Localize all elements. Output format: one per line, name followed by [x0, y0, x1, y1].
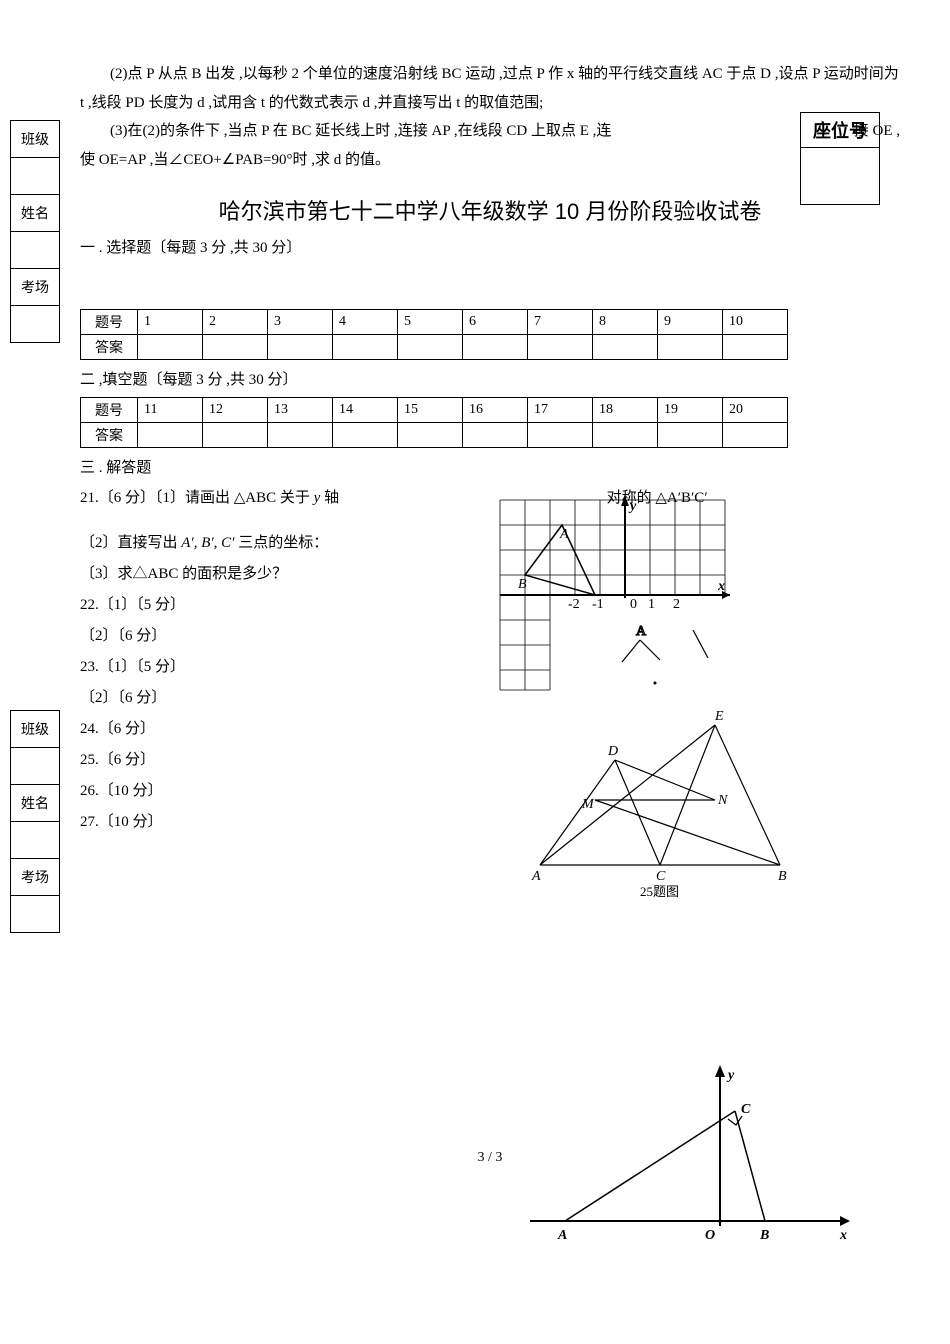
svg-text:A: A [531, 869, 541, 884]
svg-text:-2: -2 [568, 597, 580, 612]
side-room-blank [11, 306, 59, 342]
svg-text:C: C [656, 869, 666, 884]
svg-text:O: O [705, 1228, 715, 1243]
side-class-label: 班级 [11, 121, 59, 158]
problem-3-text-a: (3)在(2)的条件下 ,当点 P 在 BC 延长线上时 ,连接 AP ,在线段… [110, 123, 611, 139]
svg-text:E: E [714, 709, 724, 724]
seat-number-box: 座位号 [800, 112, 880, 205]
side-class-blank [11, 158, 59, 195]
section-1-heading: 一 . 选择题〔每题 3 分 ,共 30 分〕 [80, 236, 900, 257]
side-name-label-2: 姓名 [11, 785, 59, 822]
side-name-label: 姓名 [11, 195, 59, 232]
coordinate-figure: A B C O x y [520, 1051, 860, 1256]
svg-text:B: B [778, 869, 787, 884]
svg-text:A: A [557, 1228, 567, 1243]
svg-text:B: B [759, 1228, 769, 1243]
section-2-heading: 二 ,填空题〔每题 3 分 ,共 30 分〕 [80, 368, 900, 389]
svg-text:x: x [717, 579, 725, 594]
svg-text:C: C [741, 1102, 751, 1117]
side-info-box-1: 班级 姓名 考场 [10, 120, 60, 343]
y-axis: y [314, 490, 321, 506]
seat-number-blank [801, 148, 879, 204]
svg-text:x: x [839, 1228, 847, 1243]
svg-text:M: M [581, 797, 595, 812]
seat-number-label: 座位号 [801, 113, 879, 148]
grid-triangle-figure: A B y x -2 -1 0 1 2 A [490, 490, 750, 715]
problem-3-text-c: 使 OE=AP ,当∠CEO+∠PAB=90°时 ,求 d 的值。 [80, 152, 390, 168]
problem-2-text: (2)点 P 从点 B 出发 ,以每秒 2 个单位的速度沿射线 BC 运动 ,过… [80, 60, 900, 117]
svg-text:A: A [636, 624, 647, 639]
exam-title: 哈尔滨市第七十二中学八年级数学 10 月份阶段验收试卷 [80, 194, 900, 226]
problem-25-figure: A B C D E M N 25题图 [520, 700, 780, 905]
triangle-abc: △ABC [234, 490, 276, 506]
svg-text:0: 0 [630, 597, 637, 612]
fill-answer-table: 题号 11 12 13 14 15 16 17 18 19 20 答案 [80, 397, 788, 448]
side-name-blank [11, 232, 59, 269]
svg-text:2: 2 [673, 597, 680, 612]
svg-text:N: N [717, 793, 728, 808]
svg-text:A: A [559, 527, 569, 542]
side-room-label-2: 考场 [11, 859, 59, 896]
svg-text:1: 1 [648, 597, 655, 612]
choice-answer-table: 题号 1 2 3 4 5 6 7 8 9 10 答案 [80, 309, 788, 360]
table-rowhead: 答案 [81, 335, 138, 360]
section-3-heading: 三 . 解答题 [80, 456, 900, 477]
side-class-label-2: 班级 [11, 711, 59, 748]
svg-text:-1: -1 [592, 597, 604, 612]
svg-text:y: y [628, 499, 637, 514]
side-info-box-2: 班级 姓名 考场 [10, 710, 60, 933]
side-room-label: 考场 [11, 269, 59, 306]
svg-text:25题图: 25题图 [640, 884, 679, 899]
svg-text:y: y [726, 1068, 735, 1083]
svg-text:D: D [607, 744, 618, 759]
table-rowhead: 题号 [81, 310, 138, 335]
svg-text:B: B [518, 577, 527, 592]
